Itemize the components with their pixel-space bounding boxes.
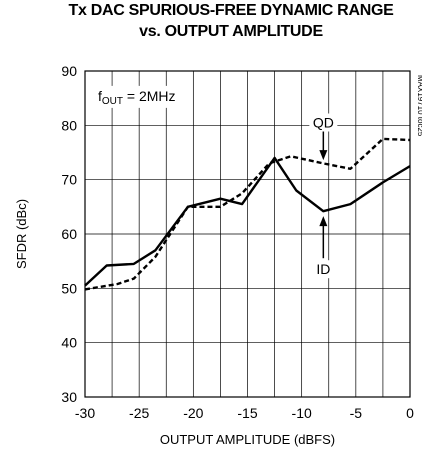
condition-label-box bbox=[95, 85, 181, 108]
x-tick-label: 0 bbox=[406, 405, 414, 421]
figure-id: MAX19710 toc25 bbox=[416, 75, 422, 137]
x-tick-label: -5 bbox=[350, 405, 363, 421]
series-lines bbox=[84, 137, 411, 291]
plot-frame bbox=[84, 70, 411, 398]
grid bbox=[85, 71, 410, 397]
series-line-qd bbox=[84, 137, 411, 291]
x-tick-label: -25 bbox=[129, 405, 149, 421]
x-tick-label: -10 bbox=[292, 405, 312, 421]
qd-arrowhead bbox=[319, 150, 328, 161]
y-tick-label: 90 bbox=[61, 63, 77, 79]
y-tick-label: 80 bbox=[61, 117, 77, 133]
chart-title: Tx DAC SPURIOUS-FREE DYNAMIC RANGE bbox=[68, 2, 394, 19]
svg-text:QD: QD bbox=[313, 115, 334, 131]
id-arrowhead bbox=[319, 216, 328, 227]
x-tick-labels: -30 -25 -20 -15 -10 -5 0 bbox=[75, 405, 414, 421]
series-label-qd: QD bbox=[309, 113, 338, 132]
x-axis-label: OUTPUT AMPLITUDE (dBFS) bbox=[160, 432, 335, 447]
y-tick-label: 60 bbox=[61, 226, 77, 242]
series-line-id bbox=[84, 156, 411, 287]
y-axis-label: SFDR (dBc) bbox=[14, 199, 29, 269]
y-tick-label: 30 bbox=[61, 389, 77, 405]
y-tick-label: 70 bbox=[61, 172, 77, 188]
y-tick-labels: 30 40 50 60 70 80 90 bbox=[61, 63, 77, 405]
y-tick-label: 50 bbox=[61, 280, 77, 296]
x-tick-label: -15 bbox=[237, 405, 257, 421]
x-tick-label: -30 bbox=[75, 405, 95, 421]
series-label-id: ID bbox=[312, 260, 335, 279]
chart-subtitle: vs. OUTPUT AMPLITUDE bbox=[139, 23, 323, 40]
y-tick-label: 40 bbox=[61, 335, 77, 351]
condition-label: fOUT = 2MHz bbox=[98, 88, 176, 107]
svg-text:ID: ID bbox=[316, 261, 330, 277]
x-tick-label: -20 bbox=[183, 405, 203, 421]
